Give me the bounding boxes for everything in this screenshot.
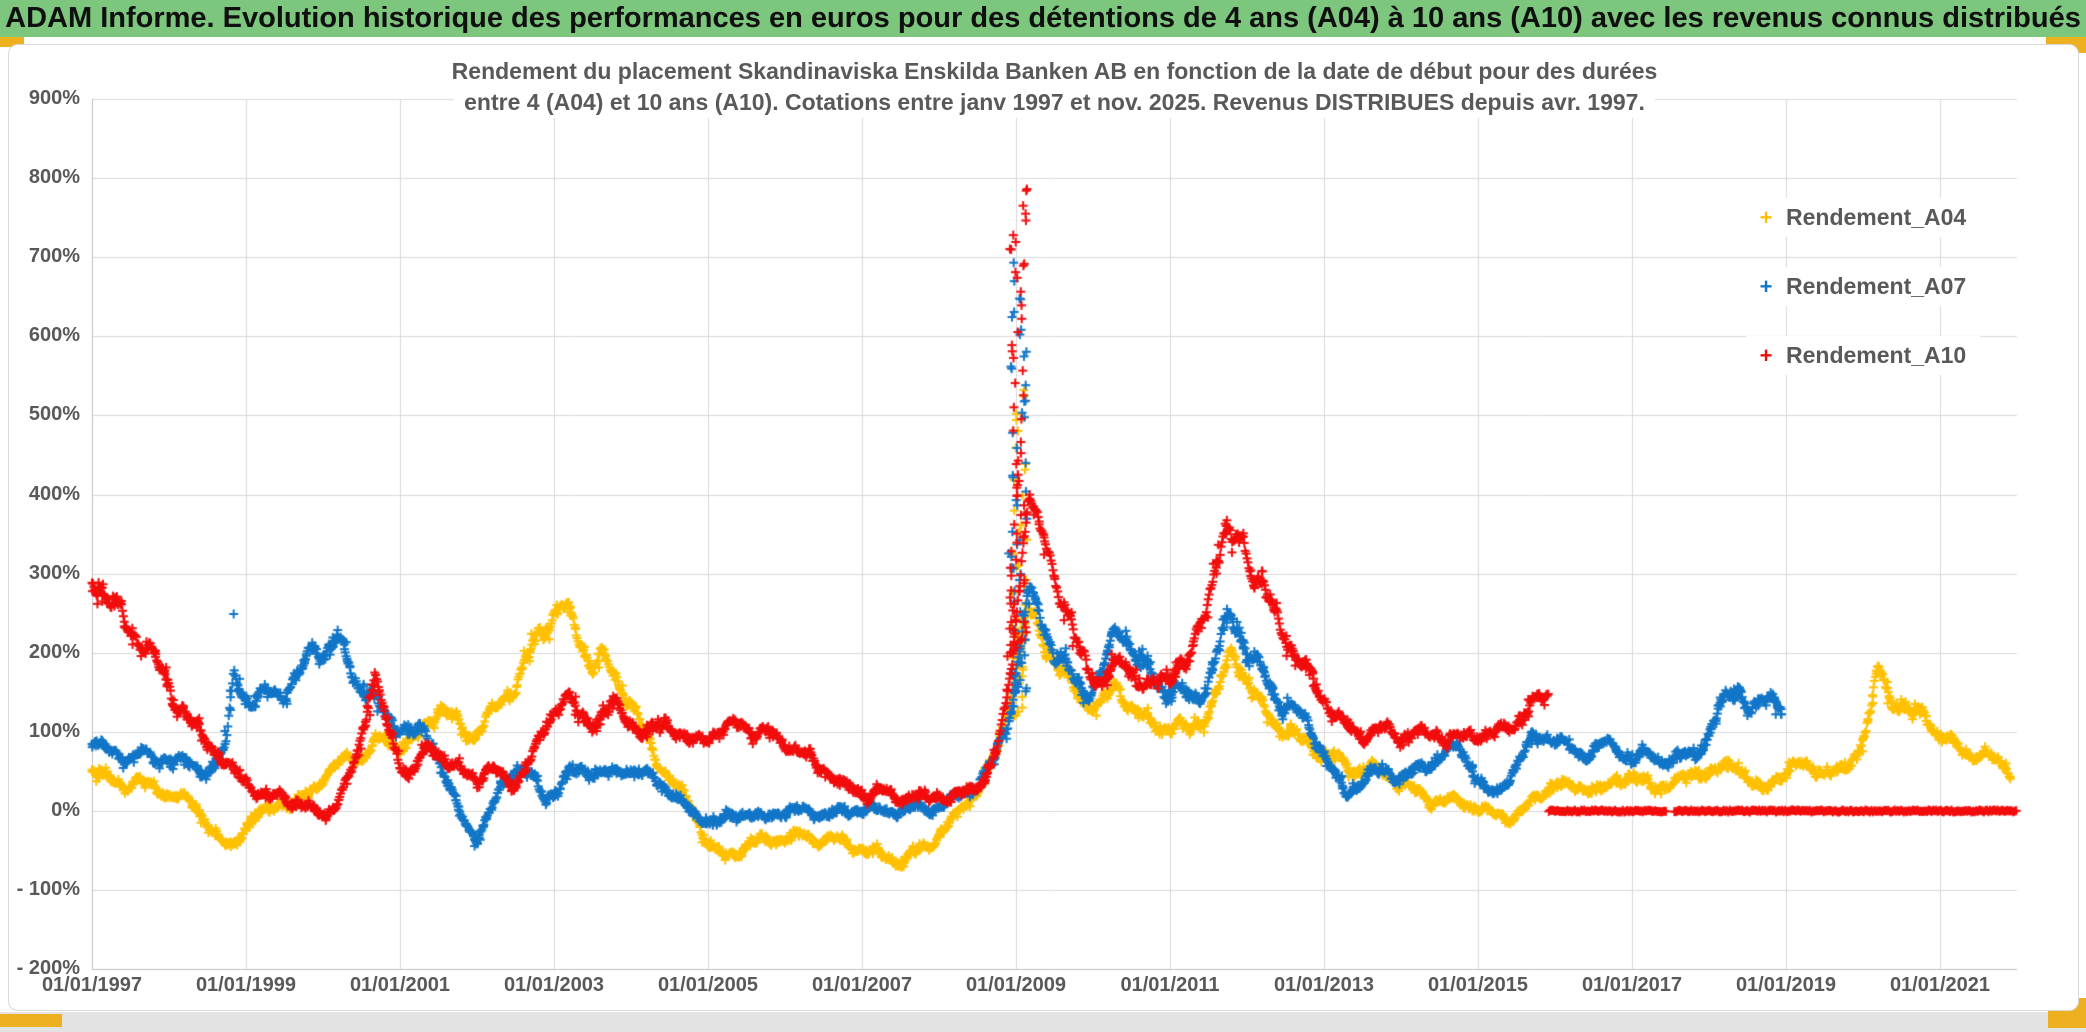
y-axis-tick-label: - 200% — [16, 957, 80, 980]
y-axis-tick-label: 300% — [28, 561, 80, 584]
x-axis-tick-label: 01/01/2007 — [811, 974, 913, 996]
legend-label: Rendement_A07 — [1786, 273, 1967, 299]
legend-label: Rendement_A10 — [1786, 342, 1967, 368]
y-axis-tick-label: 0% — [51, 799, 80, 821]
x-axis-tick-label: 01/01/2015 — [1427, 974, 1529, 996]
plus-marker-icon: + — [1759, 342, 1773, 368]
y-axis-tick-label: 400% — [28, 482, 80, 505]
x-axis-tick-label: 01/01/2011 — [1120, 974, 1220, 996]
chart-title-line1: Rendement du placement Skandinaviska Ens… — [441, 56, 1668, 87]
y-axis-tick-label: 800% — [28, 166, 80, 189]
x-axis-tick-label: 01/01/2005 — [657, 974, 759, 996]
chart-title-line2: entre 4 (A04) et 10 ans (A10). Cotations… — [454, 87, 1655, 118]
legend: + Rendement_A04 + Rendement_A07 + Rendem… — [1746, 198, 1981, 405]
x-axis-tick-label: 01/01/1999 — [195, 974, 297, 996]
x-axis-tick-label: 01/01/2021 — [1889, 974, 1991, 996]
plus-marker-icon: + — [1759, 204, 1773, 230]
x-axis-tick-label: 01/01/2009 — [965, 974, 1067, 996]
legend-item-a07: + Rendement_A07 — [1746, 267, 1981, 306]
y-axis-tick-label: 900% — [28, 86, 80, 109]
y-axis-tick-label: - 100% — [16, 878, 80, 901]
legend-item-a04: + Rendement_A04 — [1746, 198, 1981, 237]
header-bar: ADAM Informe. Evolution historique des p… — [0, 0, 2086, 37]
y-axis-tick-label: 100% — [28, 719, 80, 742]
y-axis-tick-label: 200% — [28, 640, 80, 663]
x-axis-tick-label: 01/01/2013 — [1273, 974, 1375, 996]
y-axis-tick-label: 500% — [28, 403, 80, 426]
x-axis-tick-label: 01/01/1997 — [41, 974, 143, 996]
x-axis-tick-label: 01/01/2001 — [349, 974, 451, 996]
legend-label: Rendement_A04 — [1786, 204, 1967, 230]
legend-item-a10: + Rendement_A10 — [1746, 336, 1981, 375]
x-axis-tick-label: 01/01/2019 — [1735, 974, 1837, 996]
y-axis-tick-label: 700% — [28, 245, 80, 268]
y-axis-tick-label: 600% — [28, 324, 80, 347]
x-axis-tick-label: 01/01/2017 — [1581, 974, 1683, 996]
x-axis-tick-label: 01/01/2003 — [503, 974, 605, 996]
header-title: ADAM Informe. Evolution historique des p… — [5, 2, 2081, 34]
chart-title: Rendement du placement Skandinaviska Ens… — [92, 56, 2017, 118]
plus-marker-icon: + — [1759, 273, 1773, 299]
